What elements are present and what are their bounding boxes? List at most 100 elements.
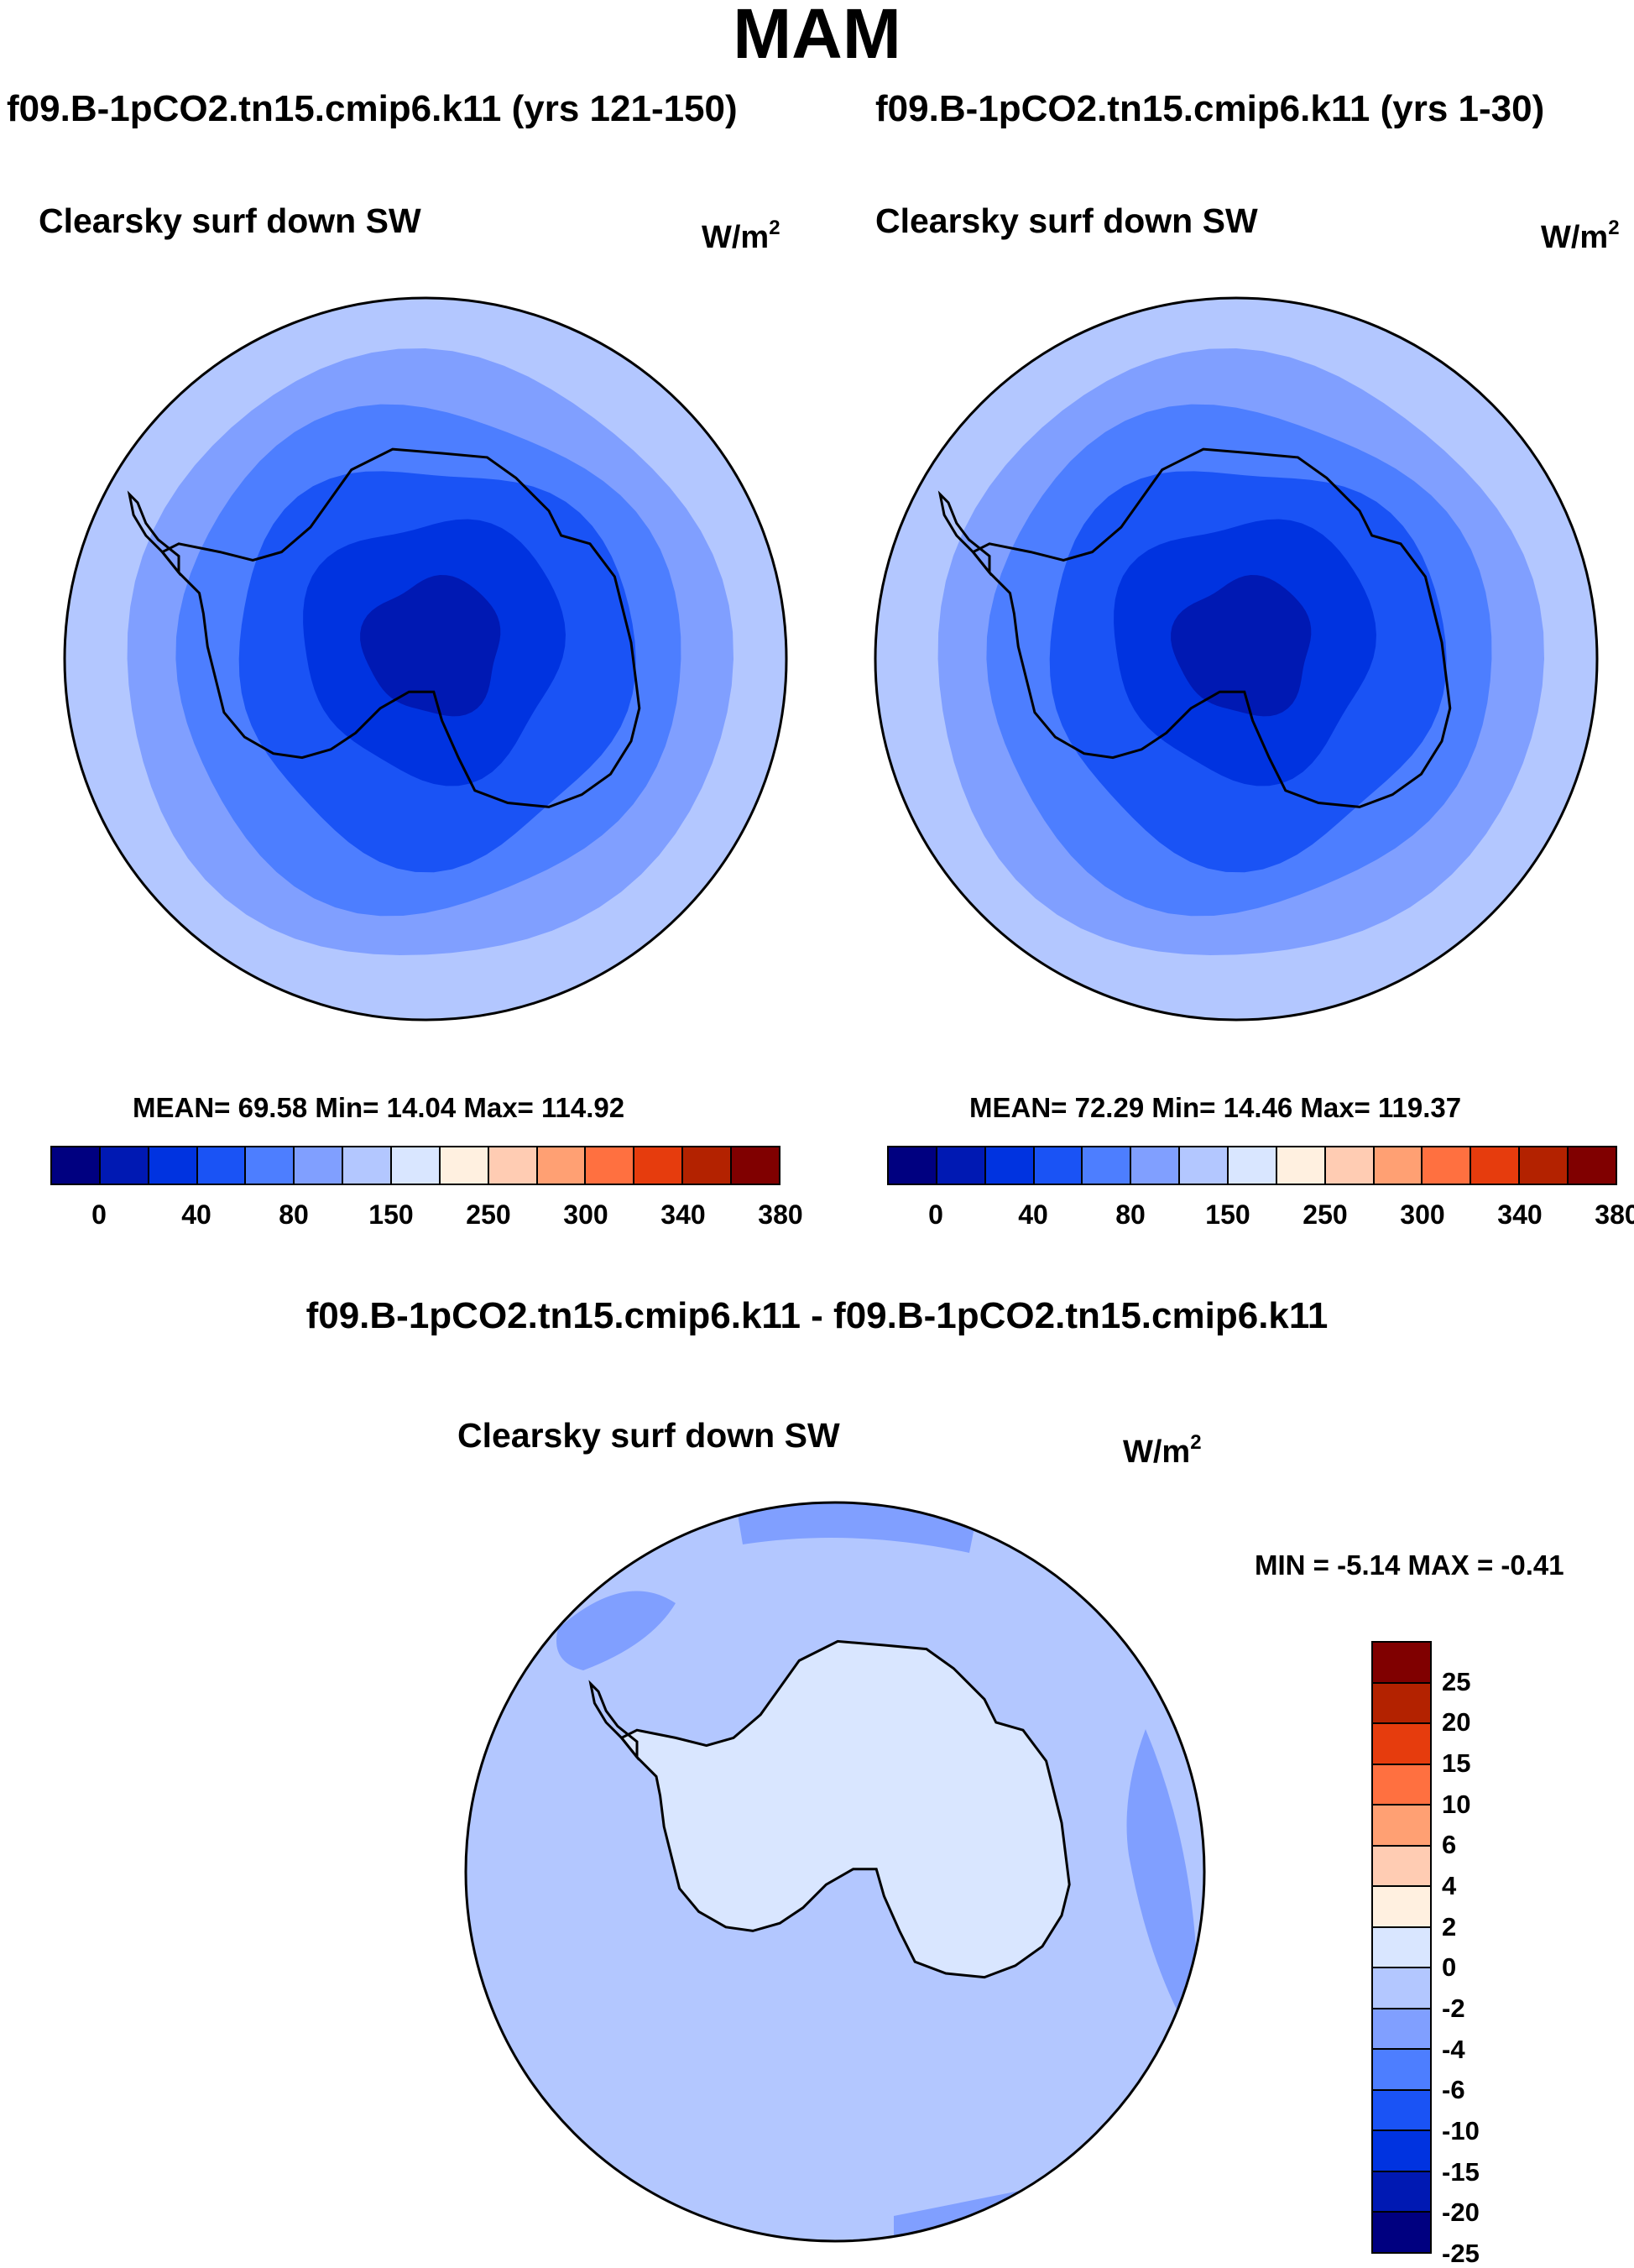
diff-variable-label: Clearsky surf down SW (457, 1416, 840, 1455)
colorbar-box (1373, 1724, 1430, 1765)
colorbar-box (1471, 1147, 1521, 1184)
colorbar-box (1373, 1927, 1430, 1969)
colorbar-box (392, 1147, 441, 1184)
colorbar-box (246, 1147, 295, 1184)
contour-band (556, 1591, 676, 1670)
colorbar-tick-label: 0 (1442, 1952, 1457, 1983)
contour-band (734, 1502, 978, 1553)
contour-band (1171, 575, 1312, 717)
colorbar-tick-label: 250 (466, 1199, 511, 1230)
left-polar-map (63, 296, 788, 1022)
colorbar-box (1373, 2131, 1430, 2172)
colorbar-box (440, 1147, 489, 1184)
colorbar-tick-label: 6 (1442, 1830, 1457, 1860)
colorbar-tick-label: 80 (1115, 1199, 1146, 1230)
left-variable-label: Clearsky surf down SW (39, 201, 421, 240)
right-units: W/m2 (1541, 217, 1620, 255)
right-colorbar (887, 1146, 1617, 1185)
colorbar-tick-label: 340 (1497, 1199, 1543, 1230)
left-colorbar (50, 1146, 780, 1185)
colorbar-box (1373, 1643, 1430, 1684)
right-variable-label: Clearsky surf down SW (875, 201, 1258, 240)
left-colorbar-labels: 0 40 80 150 250 300 340 380 (50, 1199, 803, 1233)
colorbar-tick-label: 250 (1303, 1199, 1348, 1230)
colorbar-tick-label: -15 (1442, 2156, 1480, 2187)
colorbar-box (1131, 1147, 1181, 1184)
colorbar-box (1373, 2213, 1430, 2252)
colorbar-tick-label: 40 (181, 1199, 211, 1230)
right-colorbar-labels: 0 40 80 150 250 300 340 380 (887, 1199, 1634, 1233)
colorbar-tick-label: 15 (1442, 1748, 1471, 1778)
colorbar-box (100, 1147, 149, 1184)
colorbar-tick-label: -6 (1442, 2075, 1465, 2105)
left-case-title: f09.B-1pCO2.tn15.cmip6.k11 (yrs 121-150) (7, 88, 738, 129)
colorbar-box (1374, 1147, 1423, 1184)
colorbar-tick-label: -20 (1442, 2197, 1480, 2228)
colorbar-box (1373, 1683, 1430, 1725)
colorbar-box (1520, 1147, 1569, 1184)
peninsula-coastline (588, 1680, 639, 1761)
colorbar-tick-label: 150 (368, 1199, 414, 1230)
colorbar-box (52, 1147, 101, 1184)
contour-band (360, 575, 501, 717)
colorbar-tick-label: 40 (1018, 1199, 1048, 1230)
peninsula-coastline (127, 490, 180, 577)
colorbar-box (1373, 1806, 1430, 1847)
right-polar-map (874, 296, 1599, 1022)
left-units: W/m2 (702, 217, 780, 255)
colorbar-box (1229, 1147, 1277, 1184)
main-title: MAM (733, 0, 901, 73)
colorbar-box (985, 1147, 1035, 1184)
colorbar-box (1423, 1147, 1472, 1184)
colorbar-tick-label: 0 (91, 1199, 107, 1230)
colorbar-box (1180, 1147, 1229, 1184)
colorbar-box (488, 1147, 538, 1184)
colorbar-tick-label: 380 (1595, 1199, 1634, 1230)
diff-colorbar (1371, 1641, 1432, 2254)
diff-title: f09.B-1pCO2.tn15.cmip6.k11 - f09.B-1pCO2… (305, 1295, 1329, 1336)
diff-units: W/m2 (1123, 1431, 1202, 1470)
colorbar-box (1373, 1887, 1430, 1928)
colorbar-tick-label: 20 (1442, 1707, 1471, 1738)
colorbar-box (937, 1147, 986, 1184)
colorbar-box (1083, 1147, 1132, 1184)
colorbar-box (1276, 1147, 1326, 1184)
colorbar-box (1373, 2009, 1430, 2051)
colorbar-box (1373, 2090, 1430, 2132)
peninsula-coastline (937, 490, 991, 577)
colorbar-box (683, 1147, 733, 1184)
colorbar-box (343, 1147, 393, 1184)
colorbar-tick-label: -25 (1442, 2239, 1480, 2268)
diff-polar-map (464, 1501, 1206, 2243)
colorbar-box (1569, 1147, 1616, 1184)
colorbar-tick-label: -4 (1442, 2034, 1465, 2064)
colorbar-tick-label: 300 (563, 1199, 608, 1230)
colorbar-box (1373, 1846, 1430, 1888)
colorbar-box (1034, 1147, 1083, 1184)
contour-band (621, 1641, 1070, 1978)
right-case-title: f09.B-1pCO2.tn15.cmip6.k11 (yrs 1-30) (875, 88, 1545, 129)
colorbar-tick-label: 80 (279, 1199, 309, 1230)
colorbar-box (1325, 1147, 1375, 1184)
colorbar-box (149, 1147, 198, 1184)
map-border (464, 1501, 1206, 2243)
colorbar-tick-label: 0 (928, 1199, 943, 1230)
colorbar-tick-label: 340 (660, 1199, 706, 1230)
colorbar-tick-label: 380 (758, 1199, 803, 1230)
colorbar-tick-label: 10 (1442, 1789, 1471, 1819)
colorbar-box (1373, 1764, 1430, 1806)
colorbar-tick-label: 150 (1205, 1199, 1250, 1230)
colorbar-tick-label: 4 (1442, 1871, 1457, 1900)
colorbar-tick-label: 2 (1442, 1911, 1457, 1941)
map-border (63, 296, 788, 1022)
right-stats: MEAN= 72.29 Min= 14.46 Max= 119.37 (969, 1092, 1462, 1123)
colorbar-tick-label: -2 (1442, 1994, 1465, 2023)
colorbar-box (295, 1147, 344, 1184)
left-stats: MEAN= 69.58 Min= 14.04 Max= 114.92 (133, 1092, 625, 1123)
diff-colorbar-labels: 25 20 15 10 6 4 2 0 -2 -4 -6 -10 -15 -20 -25 (1442, 1641, 1543, 2267)
colorbar-box (537, 1147, 587, 1184)
contour-band (1126, 1729, 1196, 2015)
colorbar-box (586, 1147, 635, 1184)
colorbar-box (1373, 2171, 1430, 2213)
colorbar-box (1373, 2050, 1430, 2091)
